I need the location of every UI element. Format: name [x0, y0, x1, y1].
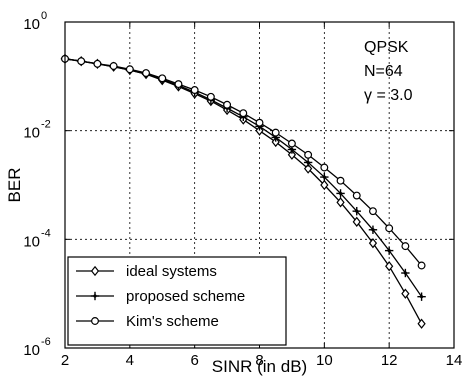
data-point — [368, 238, 378, 249]
y-tick-exponent: -4 — [41, 227, 51, 239]
y-tick-label: 10 — [23, 342, 40, 359]
y-tick-exponent: -6 — [41, 336, 51, 348]
x-tick-label: 6 — [190, 352, 198, 369]
data-point — [336, 197, 345, 208]
legend-item: proposed scheme — [76, 288, 245, 305]
annotation-gamma: γ = 3.0 — [364, 87, 413, 104]
y-tick-exponent: -2 — [41, 119, 51, 131]
data-point — [174, 80, 183, 89]
data-point — [77, 57, 86, 66]
annotation-modulation: QPSK — [364, 39, 409, 56]
annotation: QPSK N=64 γ = 3.0 — [364, 39, 413, 104]
y-axis-label: BER — [5, 168, 24, 203]
data-point — [320, 163, 329, 172]
data-point — [287, 139, 296, 148]
data-point — [90, 291, 100, 301]
y-tick-label: 10 — [23, 233, 40, 250]
data-point — [352, 216, 361, 227]
data-point — [109, 62, 118, 70]
data-point — [255, 118, 264, 127]
data-point — [303, 158, 313, 167]
legend: ideal systems proposed scheme Kim's scheme — [67, 256, 287, 346]
data-point — [336, 189, 345, 198]
data-point — [255, 125, 264, 136]
data-point — [287, 149, 297, 160]
x-tick-label: 8 — [255, 352, 263, 369]
y-tick-exponent: 0 — [41, 10, 47, 22]
legend-item: Kim's scheme — [76, 313, 219, 330]
data-point — [271, 128, 280, 137]
data-point — [190, 86, 199, 94]
data-point — [401, 268, 410, 278]
x-tick-label: 14 — [446, 352, 463, 369]
data-point — [239, 109, 248, 118]
data-point — [158, 74, 167, 83]
data-point — [385, 261, 394, 272]
data-point — [223, 100, 232, 109]
x-tick-label: 12 — [381, 352, 398, 369]
y-tick-label: 10 — [23, 125, 40, 142]
x-tick-label: 10 — [316, 352, 333, 369]
data-point — [91, 317, 99, 325]
data-point — [304, 150, 313, 159]
data-point — [417, 261, 426, 270]
data-point — [385, 224, 394, 233]
data-point — [320, 172, 329, 182]
data-point — [93, 59, 102, 68]
data-point — [320, 179, 329, 191]
legend-label: ideal systems — [126, 263, 217, 280]
data-point — [384, 246, 394, 255]
legend-label: Kim's scheme — [126, 313, 219, 330]
data-point — [206, 92, 215, 101]
x-axis-label: SINR (in dB) — [212, 357, 307, 376]
data-point — [417, 292, 426, 301]
data-point — [90, 265, 100, 277]
legend-label: proposed scheme — [126, 288, 245, 305]
data-point — [271, 136, 280, 148]
x-tick-label: 4 — [126, 352, 134, 369]
x-tick-label: 2 — [61, 352, 69, 369]
data-point — [336, 176, 345, 185]
data-point — [303, 163, 313, 174]
data-point — [401, 288, 410, 299]
data-point — [368, 225, 378, 234]
legend-item: ideal systems — [76, 263, 217, 280]
data-point — [368, 207, 377, 216]
y-tick-label: 10 — [23, 16, 40, 33]
data-point — [352, 191, 361, 200]
data-point — [352, 206, 361, 216]
data-point — [401, 242, 410, 251]
data-point — [417, 318, 426, 329]
legend-box — [67, 256, 287, 346]
annotation-subcarriers: N=64 — [364, 63, 403, 80]
data-point — [125, 65, 134, 74]
data-point — [142, 69, 151, 77]
